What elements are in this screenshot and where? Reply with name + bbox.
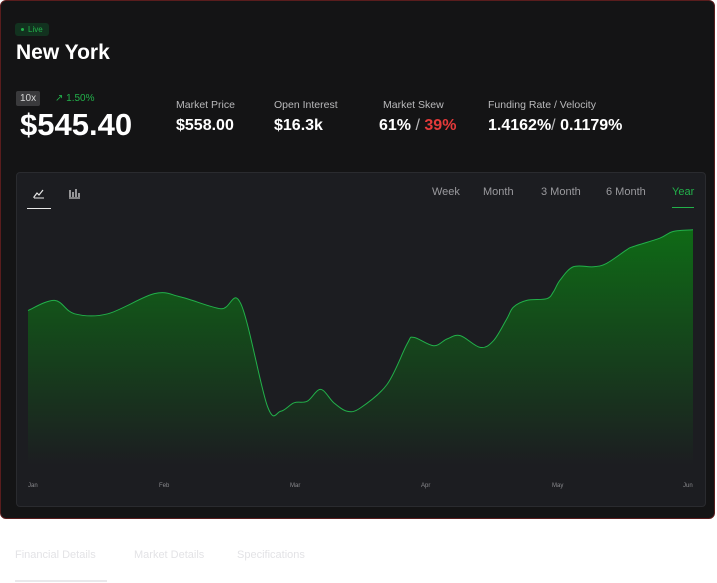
line-chart-button[interactable] xyxy=(27,183,51,207)
stat-market-price: Market Price $558.00 xyxy=(176,99,235,135)
bar-chart-icon xyxy=(69,189,80,199)
chart-type-indicator xyxy=(27,208,51,209)
chart-panel: Jan Feb Mar Apr May Jun Week Month 3 Month 6 … xyxy=(16,172,706,507)
market-title: New York xyxy=(16,41,110,64)
range-month[interactable]: Month xyxy=(483,186,514,198)
stat-value: $558.00 xyxy=(176,117,234,134)
stat-value: 1.4162%/ 0.1179% xyxy=(488,117,622,135)
price-chart: Jan Feb Mar Apr May Jun xyxy=(27,229,694,489)
x-tick-label: Feb xyxy=(159,483,170,489)
funding-rate: 1.4162% xyxy=(488,117,552,134)
range-active-indicator xyxy=(672,207,694,208)
x-tick-label: Jan xyxy=(28,483,38,489)
x-tick-label: May xyxy=(552,483,563,489)
stat-label: Market Skew xyxy=(383,99,444,111)
tab-active-indicator xyxy=(15,580,107,582)
x-tick-label: Apr xyxy=(421,483,430,489)
market-card: Live New York 10x ↗ 1.50% $545.40 Market… xyxy=(0,0,715,519)
live-badge: Live xyxy=(15,23,49,36)
leverage-badge: 10x xyxy=(16,91,41,106)
funding-separator: / xyxy=(551,117,556,134)
tab-financial-details[interactable]: Financial Details xyxy=(15,549,96,561)
line-chart-icon xyxy=(33,189,44,199)
skew-long: 61% xyxy=(379,117,412,134)
range-6-month[interactable]: 6 Month xyxy=(606,186,646,198)
stat-value: 61% / 39% xyxy=(379,117,456,135)
stat-label: Market Price xyxy=(176,99,235,111)
x-tick-label: Mar xyxy=(290,483,300,489)
stat-open-interest: Open Interest $16.3k xyxy=(274,99,338,135)
price-line xyxy=(27,229,694,417)
skew-short: 39% xyxy=(424,117,457,134)
stat-market-skew: Market Skew 61% / 39% xyxy=(379,99,456,135)
current-price: $545.40 xyxy=(20,107,133,142)
tab-market-details[interactable]: Market Details xyxy=(134,549,205,561)
stat-label: Open Interest xyxy=(274,99,338,111)
range-3-month[interactable]: 3 Month xyxy=(541,186,581,198)
live-label: Live xyxy=(28,25,43,34)
stat-label: Funding Rate / Velocity xyxy=(488,99,596,111)
price-change: ↗ 1.50% xyxy=(55,93,95,104)
range-year[interactable]: Year xyxy=(672,186,695,198)
funding-velocity: 0.1179% xyxy=(560,117,623,134)
tab-specifications[interactable]: Specifications xyxy=(237,549,305,561)
range-week[interactable]: Week xyxy=(432,186,460,198)
stat-value: $16.3k xyxy=(274,117,323,134)
live-dot-icon xyxy=(21,28,24,32)
bar-chart-button[interactable] xyxy=(62,183,86,207)
skew-separator: / xyxy=(415,117,420,134)
x-tick-label: Jun xyxy=(683,483,693,489)
stat-funding-rate: Funding Rate / Velocity 1.4162%/ 0.1179% xyxy=(488,99,622,135)
area-fill xyxy=(28,229,693,465)
